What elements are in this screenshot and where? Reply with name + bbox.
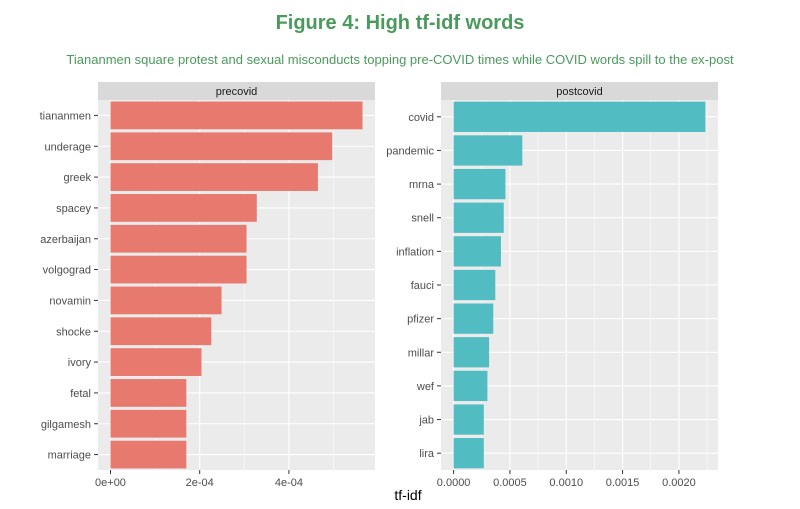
- facet-strip: [98, 82, 375, 100]
- x-tick-label: 0e+00: [95, 477, 126, 489]
- y-tick-label: azerbaijan: [40, 234, 91, 246]
- y-tick-label: gilgamesh: [41, 419, 91, 431]
- bar-tiananmen: [110, 101, 363, 130]
- x-tick-label: 0.0005: [493, 477, 527, 489]
- y-tick-label: novamin: [49, 295, 91, 307]
- y-tick-label: mrna: [409, 179, 435, 191]
- y-tick-label: ivory: [68, 357, 92, 369]
- bar-fetal: [110, 379, 187, 407]
- bar-millar: [453, 337, 490, 368]
- chart-title: Figure 4: High tf-idf words: [275, 12, 525, 34]
- x-tick-label: 2e-04: [186, 477, 214, 489]
- x-tick-label: 0.0015: [606, 477, 640, 489]
- bar-covid: [453, 101, 706, 132]
- bar-inflation: [453, 236, 501, 267]
- y-tick-label: greek: [63, 172, 91, 184]
- y-tick-label: pandemic: [386, 145, 434, 157]
- bar-greek: [110, 163, 318, 191]
- x-tick-label: 0.0000: [437, 477, 471, 489]
- x-axis-title: tf-idf: [394, 487, 421, 503]
- bar-mrna: [453, 168, 506, 200]
- y-tick-label: pfizer: [407, 314, 434, 326]
- facet-strip-label: postcovid: [556, 86, 602, 98]
- bar-volgograd: [110, 255, 247, 284]
- chart-subtitle: Tiananmen square protest and sexual misc…: [66, 52, 734, 67]
- x-tick-label: 0.0010: [549, 477, 583, 489]
- x-tick-label: 0.0020: [662, 477, 696, 489]
- y-tick-label: tiananmen: [40, 110, 91, 122]
- facet-strip-label: precovid: [216, 86, 258, 98]
- x-tick-label: 4e-04: [275, 477, 303, 489]
- bar-marriage: [110, 440, 187, 469]
- y-tick-label: jab: [418, 415, 434, 427]
- bar-lira: [453, 438, 484, 469]
- panel-precovid: precovid tiananmen underage greek spacey azer…: [40, 82, 375, 489]
- facet-strip: [441, 82, 718, 100]
- y-tick-label: fauci: [411, 280, 434, 292]
- y-tick-label: underage: [45, 141, 92, 153]
- panel-postcovid: postcovid covid pandemic mrna snell inflation…: [386, 82, 718, 489]
- bar-pfizer: [453, 303, 494, 334]
- y-tick-label: fetal: [70, 388, 91, 400]
- bar-ivory: [110, 348, 202, 376]
- y-tick-label: snell: [411, 213, 434, 225]
- y-tick-label: inflation: [396, 246, 434, 258]
- bar-spacey: [110, 194, 257, 222]
- y-tick-label: covid: [408, 112, 434, 124]
- bar-fauci: [453, 269, 496, 301]
- y-tick-label: spacey: [56, 203, 91, 215]
- bar-novamin: [110, 286, 222, 315]
- y-tick-label: wef: [416, 381, 435, 393]
- bar-jab: [453, 404, 484, 435]
- panel-background: [98, 100, 375, 470]
- y-tick-label: shocke: [56, 326, 91, 338]
- bar-wef: [453, 370, 488, 402]
- bar-gilgamesh: [110, 409, 187, 438]
- y-tick-label: marriage: [48, 450, 91, 462]
- y-tick-label: volgograd: [43, 265, 91, 277]
- y-tick-label: millar: [408, 347, 435, 359]
- bar-pandemic: [453, 135, 523, 166]
- bar-underage: [110, 132, 333, 161]
- y-tick-label: lira: [419, 448, 435, 460]
- bar-snell: [453, 202, 504, 233]
- bar-shocke: [110, 317, 212, 346]
- bar-azerbaijan: [110, 224, 247, 253]
